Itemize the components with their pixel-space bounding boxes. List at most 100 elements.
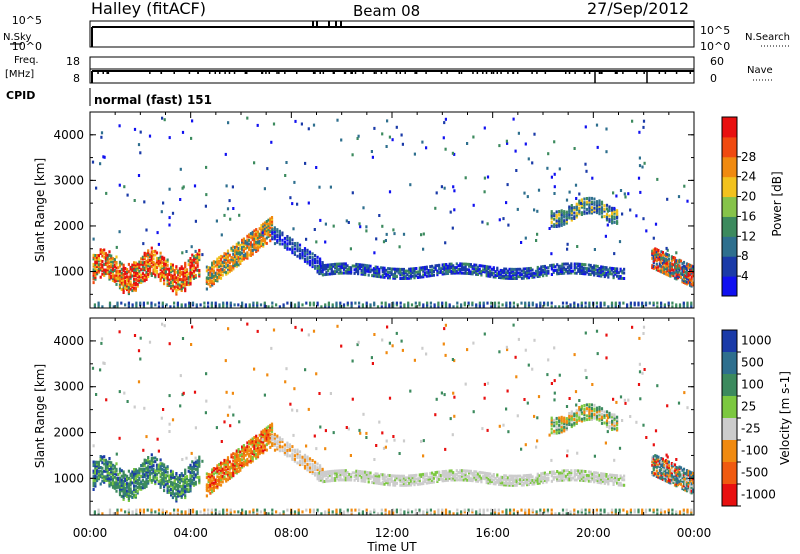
- power-echo: [687, 263, 690, 267]
- velocity-echo: [251, 455, 254, 459]
- power-echo: [556, 263, 559, 267]
- power-echo: [255, 246, 258, 250]
- velocity-echo: [570, 471, 573, 474]
- nave-point: [675, 72, 678, 74]
- power-echo: [260, 233, 263, 237]
- velocity-echo: [608, 477, 612, 481]
- power-echo: [608, 270, 612, 274]
- velocity-echo: [131, 472, 134, 476]
- velocity-echo: [476, 479, 479, 483]
- power-echo: [469, 264, 472, 268]
- power-echo: [230, 246, 233, 250]
- power-echo: [344, 264, 347, 268]
- velocity-echo: [492, 478, 495, 482]
- power-echo: [244, 303, 247, 307]
- power-echo: [242, 253, 245, 257]
- velocity-echo: [318, 473, 321, 477]
- velocity-echo: [106, 469, 109, 473]
- power-echo: [675, 251, 678, 255]
- power-echo: [315, 166, 318, 169]
- velocity-echo: [293, 454, 296, 458]
- velocity-echo: [321, 472, 324, 476]
- power-echo: [140, 275, 143, 279]
- power-echo: [127, 281, 130, 285]
- velocity-echo: [482, 475, 485, 479]
- velocity-echo: [198, 459, 201, 463]
- power-echo: [666, 253, 669, 257]
- power-echo: [607, 273, 610, 277]
- velocity-echo: [159, 482, 162, 486]
- power-echo: [519, 267, 522, 271]
- power-echo: [135, 301, 138, 305]
- velocity-echo: [230, 473, 233, 477]
- power-echo: [672, 263, 675, 267]
- power-echo: [145, 267, 148, 271]
- velocity-echo: [409, 483, 413, 487]
- power-echo: [239, 251, 242, 255]
- velocity-echo: [316, 462, 319, 466]
- velocity-echo: [212, 468, 215, 472]
- power-echo: [595, 205, 599, 209]
- power-echo: [150, 252, 153, 256]
- velocity-echo: [427, 475, 430, 479]
- nave-point: [564, 72, 567, 74]
- power-echo: [314, 259, 317, 263]
- power-echo: [230, 265, 233, 269]
- power-echo: [118, 230, 121, 234]
- velocity-echo: [191, 460, 194, 464]
- velocity-echo: [538, 479, 541, 483]
- power-echo: [177, 282, 180, 286]
- velocity-echo: [534, 478, 538, 482]
- velocity-echo: [323, 470, 326, 474]
- power-echo: [615, 194, 618, 198]
- power-echo: [111, 269, 115, 273]
- power-echo: [260, 229, 263, 233]
- velocity-echo: [166, 465, 169, 469]
- power-echo: [256, 305, 259, 309]
- power-echo: [306, 258, 309, 261]
- nave-point: [197, 72, 199, 74]
- velocity-echo: [92, 480, 95, 484]
- velocity-echo: [288, 454, 291, 458]
- velocity-echo: [164, 474, 167, 477]
- power-echo: [690, 264, 693, 268]
- power-echo: [478, 269, 481, 273]
- power-echo: [501, 270, 504, 274]
- power-echo: [438, 265, 441, 269]
- power-echo: [115, 282, 118, 286]
- power-echo: [168, 269, 171, 273]
- date-title: 27/Sep/2012: [587, 0, 689, 18]
- power-echo: [467, 303, 470, 307]
- velocity-echo: [526, 474, 529, 477]
- power-echo: [506, 271, 509, 275]
- velocity-echo: [235, 460, 238, 464]
- velocity-echo: [120, 482, 123, 485]
- power-echo: [235, 262, 238, 266]
- nave-point: [536, 72, 538, 74]
- power-echo: [234, 246, 237, 249]
- power-echo: [124, 285, 127, 289]
- nave-point: [635, 72, 638, 74]
- power-echo: [583, 203, 586, 206]
- velocity-echo: [127, 489, 130, 493]
- power-echo: [673, 264, 677, 267]
- power-echo: [420, 268, 423, 272]
- power-echo: [234, 253, 237, 257]
- velocity-echo: [607, 476, 610, 480]
- velocity-echo: [166, 467, 169, 470]
- power-echo: [670, 257, 673, 261]
- power-echo: [127, 277, 130, 281]
- velocity-echo: [374, 472, 377, 476]
- power-echo: [605, 218, 609, 222]
- velocity-echo: [293, 457, 296, 461]
- power-echo: [596, 274, 599, 277]
- power-echo: [415, 267, 418, 270]
- power-echo: [667, 303, 670, 307]
- power-echo: [99, 275, 102, 279]
- power-echo: [421, 140, 424, 144]
- velocity-echo: [408, 474, 411, 478]
- power-echo: [154, 303, 157, 307]
- power-echo: [155, 251, 159, 255]
- power-echo: [588, 301, 591, 305]
